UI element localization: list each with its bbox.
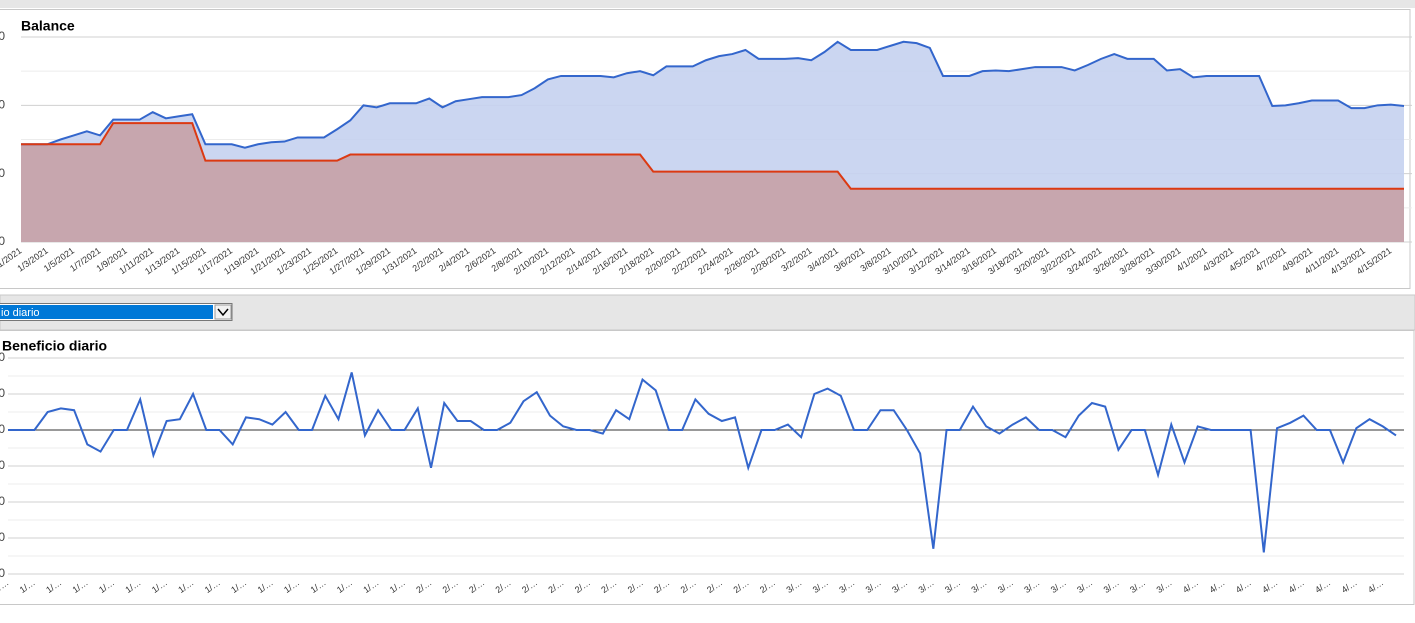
- y-tick-label: 100: [0, 386, 5, 400]
- dropdown-button[interactable]: [214, 304, 232, 320]
- y-tick-label: -100: [0, 458, 5, 472]
- y-tick-label: 0: [0, 234, 5, 248]
- dropdown-arrow: [217, 308, 229, 317]
- line: [8, 372, 1397, 553]
- y-tick-label: -400: [0, 566, 5, 580]
- top-bar: [0, 0, 1415, 8]
- area-line: [21, 40, 1405, 149]
- y-tick-label: -200: [0, 494, 5, 508]
- y-tick-label: 200: [0, 350, 5, 364]
- dropdown-text: io diario: [1, 307, 40, 319]
- profit-panel: [0, 330, 1415, 605]
- y-tick-label: 0: [0, 422, 5, 436]
- y-tick-label: 3000: [0, 29, 5, 43]
- chart-title: Balance: [21, 18, 75, 34]
- dropdown-selection: [0, 305, 213, 319]
- area-fill: [21, 123, 1404, 242]
- toolbar: [0, 294, 1415, 331]
- chart-title: Beneficio diario: [2, 338, 107, 354]
- y-tick-label: 2000: [0, 98, 5, 112]
- x-tick-label: 1/…: [0, 577, 11, 595]
- y-tick-label: -300: [0, 530, 5, 544]
- area-line: [21, 122, 1404, 190]
